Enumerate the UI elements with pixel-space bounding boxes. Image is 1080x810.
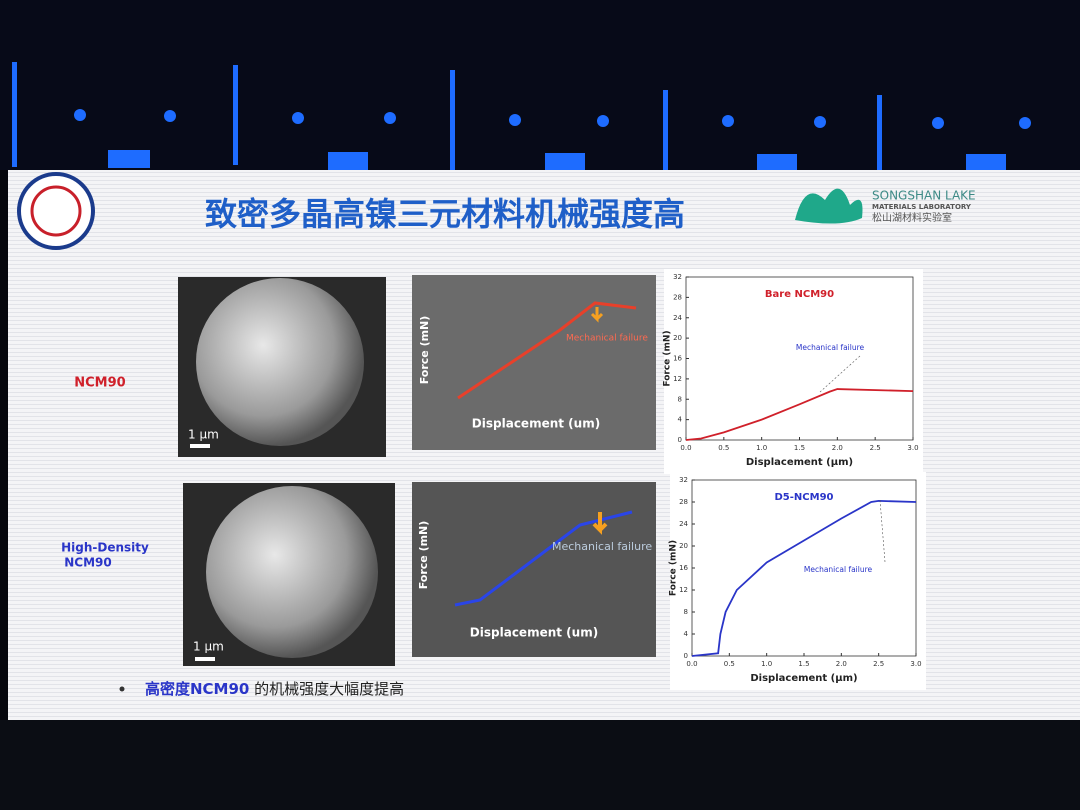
y-tick-label: 24: [679, 520, 688, 528]
y-tick-label: 4: [684, 630, 689, 638]
stage-bottom: [0, 720, 1080, 810]
inset-arrow: [592, 512, 608, 535]
inset-annotation: Mechanical failure: [566, 334, 648, 344]
y-tick-label: 28: [679, 498, 688, 506]
y-axis-label: Force (mN): [669, 540, 679, 596]
scale-bar-label: 1 μm: [193, 640, 224, 654]
y-tick-label: 8: [678, 395, 682, 403]
x-tick-label: 0.5: [724, 660, 735, 668]
inset-curve: [454, 510, 633, 607]
x-axis-label: Displacement (μm): [746, 457, 853, 468]
y-tick-label: 0: [684, 652, 688, 660]
chart-title: D5-NCM90: [775, 492, 834, 503]
y-tick-label: 20: [673, 334, 682, 342]
y-tick-label: 4: [678, 416, 683, 424]
x-tick-label: 1.5: [794, 444, 805, 452]
bullet-rest: 的机械强度大幅度提高: [249, 680, 404, 698]
row-label: NCM90: [64, 556, 112, 570]
y-tick-label: 28: [673, 293, 682, 301]
slide-title: 致密多晶高镍三元材料机械强度高: [205, 195, 685, 233]
x-tick-label: 1.5: [798, 660, 809, 668]
y-tick-label: 12: [679, 586, 688, 594]
y-tick-label: 24: [673, 314, 682, 322]
lab-chinese: 松山湖材料实验室: [872, 211, 952, 224]
stage-lights: [12, 62, 1031, 172]
x-tick-label: 2.0: [832, 444, 843, 452]
inset-annotation: Mechanical failure: [552, 540, 652, 553]
lab-logo: [795, 188, 863, 224]
charts: 0 4 8 12 16 20 24 28 32 0.0 0.5 1.0 1.5 2.0 2.5 3.0 Disp…: [663, 269, 926, 690]
inset-image: [412, 482, 656, 657]
x-tick-label: 0.0: [680, 444, 691, 452]
x-tick-label: 2.5: [870, 444, 881, 452]
lab-name: SONGSHAN LAKE: [872, 189, 976, 203]
bullet-dot: [119, 686, 125, 692]
scale-bar: [190, 444, 210, 448]
inset-curve: [457, 301, 637, 400]
y-axis-label: Force (mN): [663, 330, 673, 386]
inset-xlabel: Displacement (um): [470, 626, 598, 640]
scale-bar: [195, 657, 215, 661]
x-tick-label: 0.0: [686, 660, 697, 668]
lab-subtitle: MATERIALS LABORATORY: [872, 203, 972, 211]
data-line: [691, 499, 917, 657]
stage-top: [0, 0, 1080, 170]
y-tick-label: 8: [684, 608, 688, 616]
inset-ylabel: Force (mN): [418, 316, 431, 385]
institute-logo-inner: [30, 185, 82, 237]
annotation: Mechanical failure: [796, 343, 865, 352]
y-tick-label: 0: [678, 436, 682, 444]
scale-bar-label: 1 μm: [188, 428, 219, 442]
sem-particle: [196, 278, 364, 446]
y-tick-label: 32: [673, 273, 682, 281]
x-tick-label: 1.0: [756, 444, 767, 452]
bullet-text: 高密度NCM90 的机械强度大幅度提高: [145, 680, 404, 698]
chart-title: Bare NCM90: [765, 289, 834, 300]
x-tick-label: 3.0: [910, 660, 921, 668]
y-tick-label: 16: [679, 564, 688, 572]
institute-logo: [17, 172, 95, 250]
data-line: [685, 388, 914, 441]
bullet-highlight: 高密度NCM90: [145, 680, 249, 698]
x-axis-label: Displacement (μm): [750, 673, 857, 684]
x-tick-label: 2.5: [873, 660, 884, 668]
annotation-arrow: [819, 355, 861, 393]
y-tick-label: 12: [673, 375, 682, 383]
y-tick-label: 20: [679, 542, 688, 550]
row-label: NCM90: [74, 376, 125, 391]
annotation: Mechanical failure: [804, 565, 873, 574]
row-label: High-Density: [61, 541, 149, 555]
inset-arrow: [590, 307, 604, 323]
inset-xlabel: Displacement (um): [472, 417, 600, 431]
x-tick-label: 1.0: [761, 660, 772, 668]
x-tick-label: 2.0: [836, 660, 847, 668]
sem-particle: [206, 486, 378, 658]
x-tick-label: 3.0: [907, 444, 918, 452]
x-tick-label: 0.5: [718, 444, 729, 452]
y-tick-label: 16: [673, 355, 682, 363]
y-tick-label: 32: [679, 476, 688, 484]
inset-ylabel: Force (mN): [417, 521, 430, 590]
plot-panel: [670, 472, 926, 690]
